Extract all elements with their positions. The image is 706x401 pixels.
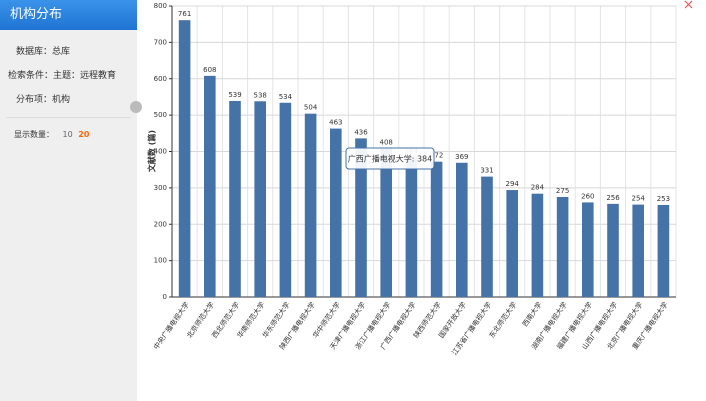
- bar: [229, 100, 241, 297]
- y-tick-label: 800: [154, 2, 167, 10]
- bar: [304, 113, 317, 297]
- data-label: 260: [581, 192, 594, 200]
- data-label: 608: [203, 66, 216, 74]
- bar: [481, 176, 493, 297]
- data-label: 369: [455, 153, 468, 161]
- data-label: 538: [254, 91, 267, 99]
- y-tick-label: 500: [154, 111, 167, 119]
- bar: [657, 204, 670, 297]
- data-label: 253: [657, 195, 670, 203]
- x-tick-label: 西南大学: [520, 300, 543, 328]
- bar: [506, 190, 518, 297]
- y-tick-label: 400: [154, 148, 167, 156]
- bar: [556, 196, 569, 297]
- count-label: 显示数量：: [14, 130, 54, 139]
- condition: 检索条件：主题：远程教育: [8, 71, 117, 81]
- database: 数据库：总库: [16, 47, 71, 57]
- close-icon[interactable]: [684, 0, 693, 9]
- sidebar: 机构分布 数据库：总库 检索条件：主题：远程教育 分布项：机构 显示数量： 10…: [0, 0, 142, 401]
- collapse-button[interactable]: [130, 101, 142, 113]
- bar: [456, 162, 468, 297]
- bar: [330, 128, 342, 297]
- tooltip-box: [345, 147, 435, 170]
- distribution-item: 分布项：机构: [16, 95, 71, 105]
- data-label: 331: [480, 167, 493, 175]
- tooltip: 广西广播电视大学: 384: [348, 154, 433, 164]
- y-axis-label: 文献数 (篇): [147, 130, 157, 172]
- bar: [355, 138, 367, 297]
- data-label: 372: [430, 152, 443, 160]
- data-label: 275: [556, 187, 569, 195]
- data-label: 534: [279, 93, 293, 101]
- bar: [380, 148, 392, 297]
- data-label: 436: [354, 128, 368, 136]
- data-label: 463: [329, 119, 342, 127]
- bar: [531, 193, 544, 297]
- data-label: 761: [178, 10, 191, 18]
- y-tick-label: 600: [154, 75, 167, 83]
- data-label: 504: [304, 104, 318, 112]
- bar: [607, 203, 619, 297]
- x-tick-label: 中央广播电视大学: [151, 300, 190, 351]
- data-label: 539: [228, 91, 241, 99]
- data-label: 294: [506, 180, 520, 188]
- y-tick-label: 300: [154, 184, 167, 192]
- data-label: 284: [531, 184, 545, 192]
- count-option[interactable]: 20: [78, 130, 90, 139]
- bar: [430, 161, 443, 297]
- data-label: 408: [380, 139, 393, 147]
- y-tick-label: 0: [163, 293, 167, 301]
- bar: [279, 102, 292, 297]
- count-option[interactable]: 10: [62, 130, 73, 139]
- count-row: 显示数量： 10 20: [0, 129, 137, 140]
- y-tick-label: 200: [154, 220, 167, 228]
- data-label: 256: [606, 194, 620, 202]
- y-tick-label: 700: [154, 38, 167, 46]
- data-label: 254: [632, 195, 646, 203]
- bar: [254, 101, 266, 298]
- bar: [632, 204, 644, 297]
- separator: [6, 117, 131, 118]
- bar: [204, 75, 216, 297]
- bar: [178, 20, 191, 298]
- sidebar-title: 机构分布: [0, 0, 137, 30]
- bar: [582, 202, 594, 297]
- y-tick-label: 100: [154, 257, 167, 265]
- bar: [405, 157, 418, 297]
